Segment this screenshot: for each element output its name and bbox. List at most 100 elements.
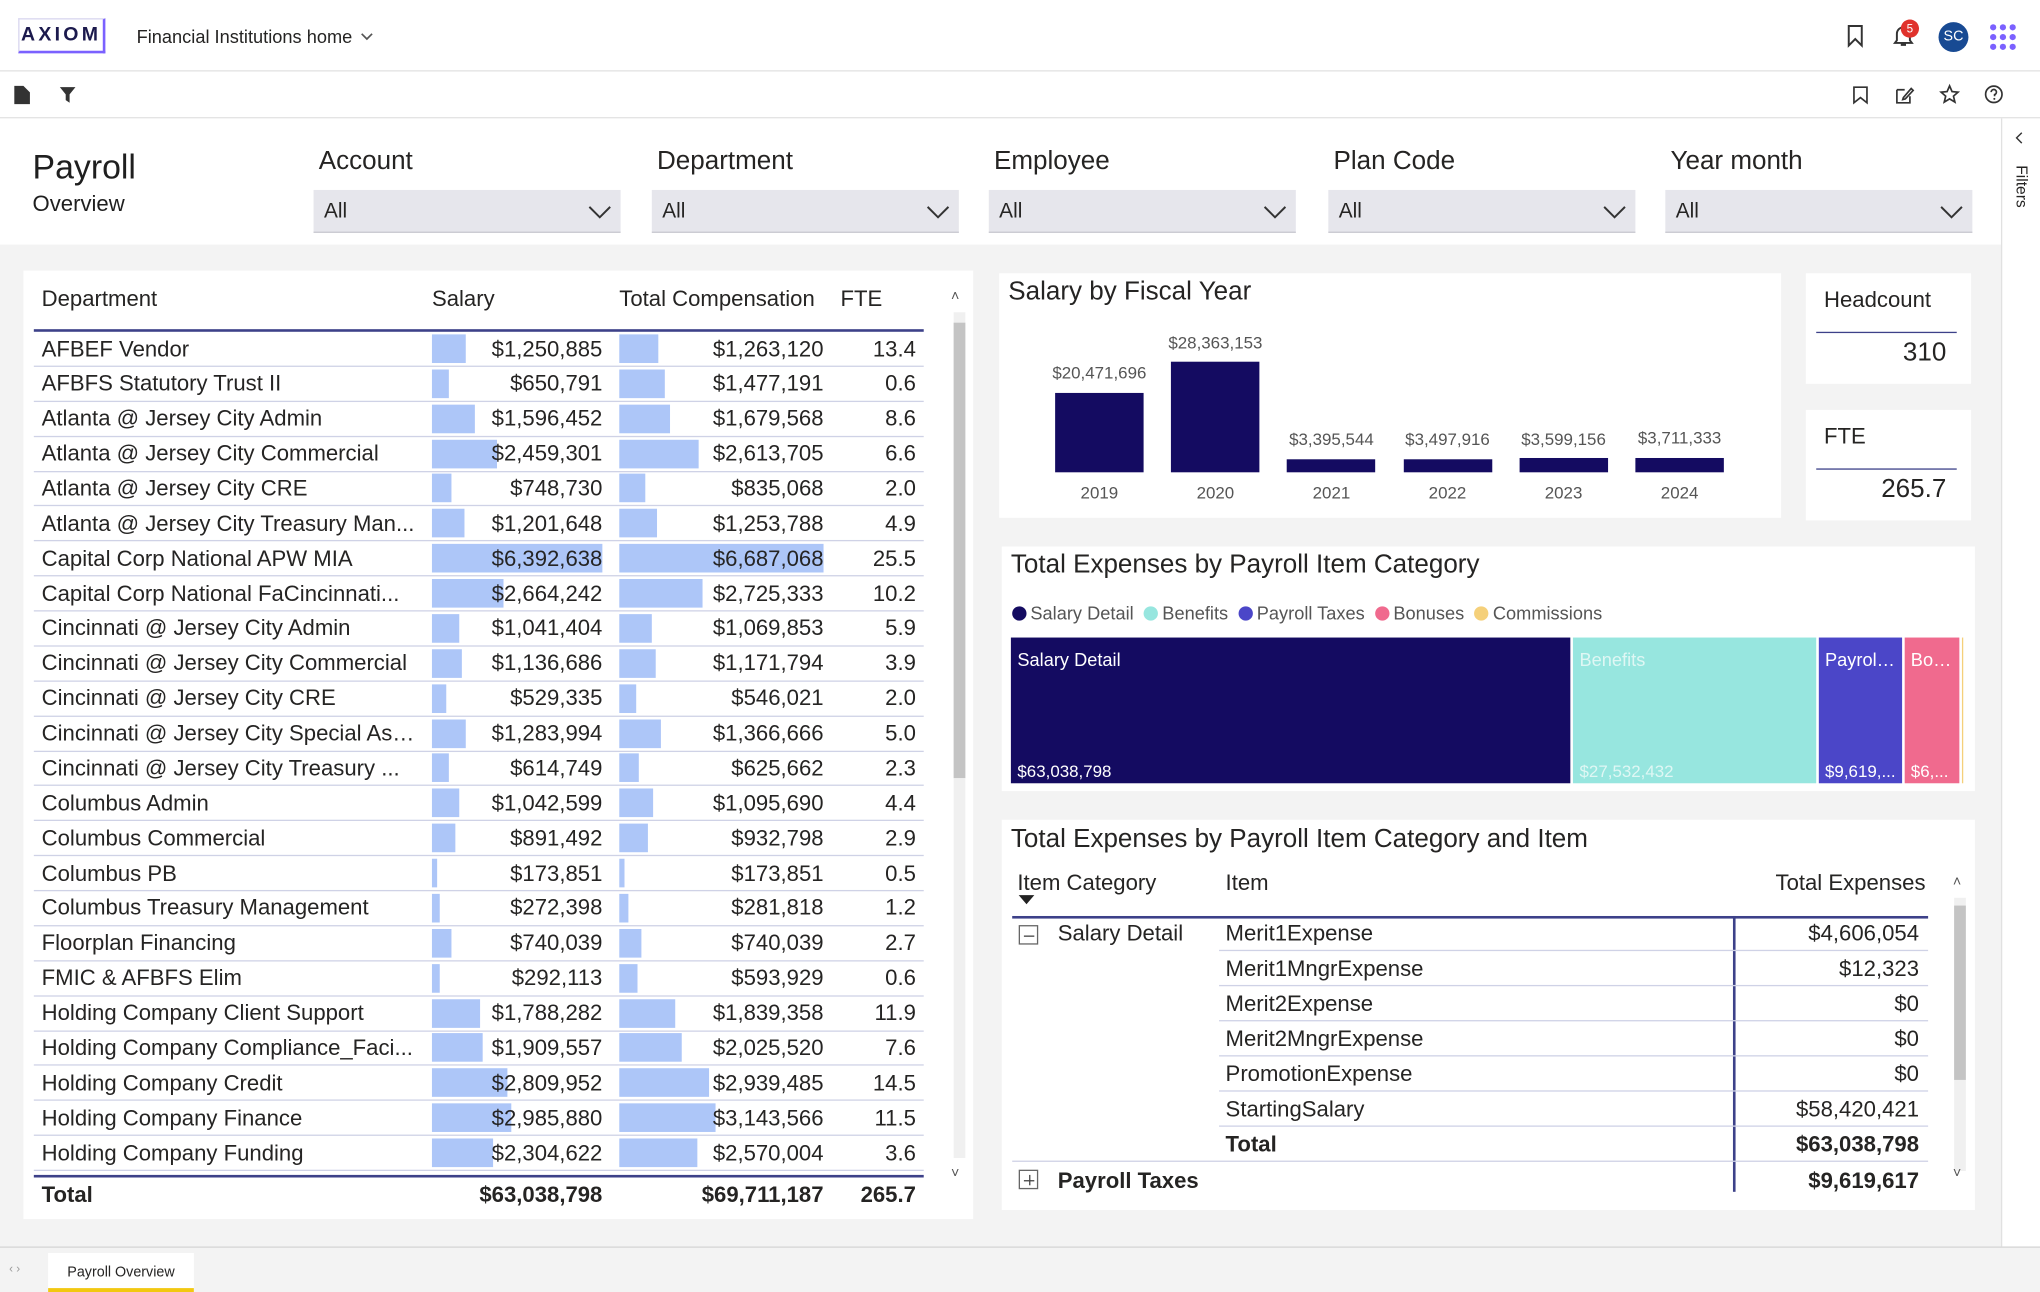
nav-menu[interactable]: Financial Institutions home — [136, 26, 353, 47]
salary-bar — [431, 963, 440, 993]
fte-value: 7.6 — [885, 1035, 916, 1061]
card-rule — [1816, 331, 1957, 334]
collapse-icon[interactable] — [2015, 131, 2028, 144]
compensation-bar — [619, 579, 703, 608]
compensation-value: $2,939,485 — [712, 1070, 824, 1096]
favorite-icon[interactable] — [1939, 83, 1961, 105]
salary-value: $6,392,638 — [491, 546, 603, 571]
filters-pane[interactable] — [2000, 118, 2040, 1247]
expand-toggle[interactable] — [1018, 1169, 1039, 1190]
bookmark-icon[interactable] — [1846, 25, 1864, 48]
fte-value: 2.9 — [885, 825, 916, 851]
scrollbar-thumb[interactable] — [1954, 905, 1966, 1080]
bar — [1055, 392, 1144, 473]
logo[interactable]: AXIOM — [18, 18, 106, 54]
tab-scroll[interactable]: ‹ › — [9, 1262, 21, 1276]
salary-bar — [431, 474, 452, 503]
filter-dropdown[interactable] — [313, 189, 621, 233]
filter-dropdown[interactable] — [1328, 189, 1636, 233]
category-name: Payroll Taxes — [1057, 1167, 1199, 1193]
compensation-bar — [619, 893, 628, 923]
sort-indicator[interactable] — [1018, 895, 1035, 905]
x-tick-label: 2021 — [1312, 482, 1351, 502]
fte-value: 2.7 — [885, 930, 916, 956]
bookmark-icon[interactable] — [1853, 86, 1869, 105]
filters-pane-label[interactable]: Filters — [2012, 165, 2031, 208]
filter-label: Employee — [993, 147, 1110, 176]
compensation-value: $740,039 — [731, 930, 824, 956]
row-rule — [33, 1169, 924, 1171]
tile-value-label: $6,... — [1910, 760, 1949, 781]
row-rule — [33, 400, 924, 402]
compensation-bar — [619, 509, 658, 538]
scroll-down[interactable]: ˅ — [1952, 1165, 1962, 1182]
department-name: Cincinnati @ Jersey City Admin — [41, 616, 351, 641]
department-name: Cincinnati @ Jersey City Special Ass... — [41, 720, 419, 746]
column-header: Item — [1225, 869, 1269, 895]
fte-value: 2.0 — [885, 685, 916, 711]
department-name: Capital Corp National FaCincinnati... — [41, 581, 400, 606]
row-rule — [1219, 1090, 1929, 1092]
apps-icon[interactable] — [1989, 23, 2016, 50]
salary-value: $272,398 — [510, 895, 603, 921]
fte-value: 2.0 — [885, 476, 916, 501]
scroll-up[interactable]: ˄ — [951, 288, 960, 305]
filter-label: Year month — [1670, 147, 1803, 176]
compensation-bar — [619, 823, 648, 853]
dropdown-chevron — [588, 206, 611, 219]
scroll-down[interactable]: ˅ — [951, 1165, 960, 1182]
collapse-toggle[interactable] — [1018, 925, 1039, 945]
total-value: $63,038,798 — [479, 1182, 603, 1207]
salary-value: $1,283,994 — [491, 720, 603, 746]
column-rule — [1732, 915, 1735, 1192]
legend-label: Salary Detail — [1030, 602, 1134, 624]
salary-bar — [431, 1068, 507, 1098]
filter-value: All — [662, 200, 686, 223]
compensation-bar — [619, 788, 653, 818]
row-rule — [33, 890, 924, 892]
department-name: Holding Company Compliance_Faci... — [41, 1035, 413, 1061]
edit-icon[interactable] — [1896, 86, 1915, 104]
filter-dropdown[interactable] — [1665, 189, 1973, 233]
avatar[interactable]: SC — [1938, 22, 1969, 53]
page-subtitle: Overview — [32, 191, 125, 216]
column-header: Salary — [431, 285, 495, 311]
filter-label: Department — [657, 147, 793, 176]
total-value: 265.7 — [860, 1182, 916, 1207]
scrollbar-thumb[interactable] — [953, 322, 966, 779]
fte-value: 13.4 — [872, 336, 916, 362]
legend-label: Benefits — [1162, 602, 1229, 624]
report-tab[interactable]: Payroll Overview — [48, 1252, 194, 1292]
compensation-value: $932,798 — [731, 825, 824, 851]
fte-value: 3.9 — [885, 650, 916, 676]
salary-bar — [431, 753, 449, 783]
compensation-value: $625,662 — [731, 755, 824, 781]
compensation-bar — [619, 334, 658, 364]
scroll-up[interactable]: ˄ — [1952, 874, 1962, 890]
row-rule — [33, 1099, 924, 1102]
compensation-value: $2,025,520 — [712, 1035, 824, 1061]
category-value: $9,619,617 — [1808, 1167, 1920, 1193]
filter-dropdown[interactable] — [651, 189, 959, 233]
page-icon[interactable] — [14, 85, 30, 105]
filters-pane-label-box: Filters — [2011, 165, 2031, 245]
salary-value: $650,791 — [510, 371, 603, 397]
dropdown-chevron — [1940, 206, 1963, 219]
row-rule — [1219, 1125, 1929, 1127]
fte-value: 2.3 — [885, 755, 916, 781]
top-bar — [0, 0, 2040, 72]
row-rule — [33, 820, 924, 822]
help-icon[interactable] — [1984, 85, 2004, 105]
column-header: Total Compensation — [619, 285, 815, 311]
filter-label: Plan Code — [1333, 147, 1456, 176]
row-rule — [33, 470, 924, 472]
filter-icon[interactable] — [59, 87, 76, 103]
compensation-value: $281,818 — [731, 895, 824, 921]
filter-dropdown[interactable] — [988, 189, 1296, 233]
x-tick-label: 2023 — [1544, 482, 1583, 502]
legend-label: Bonuses — [1393, 602, 1465, 624]
chart-title: Total Expenses by Payroll Item Category — [1010, 550, 1480, 579]
group-total-label: Total — [1225, 1131, 1277, 1157]
bar-value-label: $28,363,153 — [1168, 332, 1263, 352]
treemap-tile — [1818, 637, 1902, 784]
